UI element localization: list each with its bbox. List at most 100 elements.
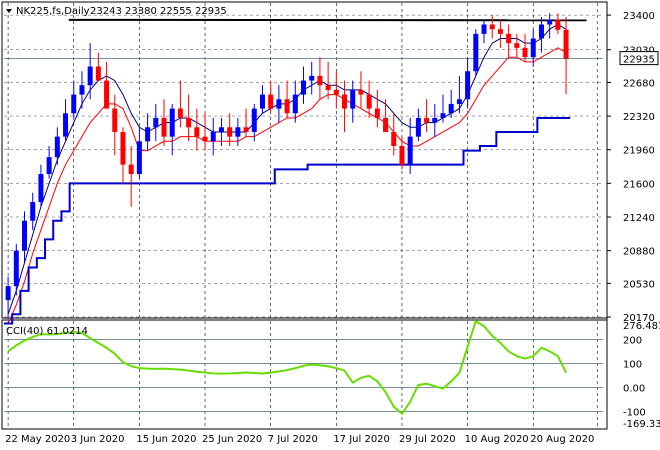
candle-body <box>30 202 36 221</box>
candle-body <box>342 94 348 109</box>
candle-body <box>161 117 167 137</box>
y-tick-label: 21240 <box>623 213 655 224</box>
support-line <box>4 116 571 325</box>
candle-body <box>243 127 249 132</box>
cci-level-label: 100 <box>623 359 642 370</box>
candle-body <box>259 94 265 109</box>
candle-body <box>440 113 446 118</box>
x-tick-label: 15 Jun 2020 <box>136 434 196 445</box>
candle-body <box>136 141 142 175</box>
candle-body <box>276 99 282 109</box>
candle-body <box>79 85 85 95</box>
cci-plot <box>4 319 603 416</box>
x-tick-label: 22 May 2020 <box>5 434 70 445</box>
candle-body <box>210 131 216 142</box>
candle-body <box>456 99 462 104</box>
candle-body <box>555 19 561 30</box>
x-tick-label: 17 Jul 2020 <box>333 434 390 445</box>
cci-level-label: 200 <box>623 335 642 346</box>
candle-body <box>530 38 536 58</box>
candle-body <box>120 131 126 165</box>
candle-body <box>13 250 19 287</box>
candle-body <box>415 117 421 137</box>
candle-body <box>506 33 512 44</box>
cci-min-label: -169.336 <box>623 419 660 430</box>
candle-body <box>424 117 430 123</box>
candle-body <box>333 89 339 95</box>
y-tick-label: 22680 <box>623 78 655 89</box>
candle-body <box>128 164 134 175</box>
candle-body <box>465 71 471 100</box>
indicator-frame <box>1 319 608 430</box>
candle-body <box>46 157 52 175</box>
candle-body <box>301 80 306 95</box>
candle-body <box>227 127 233 137</box>
candle-body <box>218 127 224 132</box>
candle-body <box>22 220 28 251</box>
cci-level-label: 0.00 <box>623 383 645 394</box>
candle-body <box>63 113 69 137</box>
candle-body <box>514 43 520 48</box>
candle-body <box>251 108 257 132</box>
price-plot <box>4 13 603 325</box>
candle-body <box>358 89 364 95</box>
candle-body <box>112 108 118 132</box>
candle-body <box>87 66 93 86</box>
candle-body <box>448 103 454 114</box>
main-chart-frame <box>1 1 608 319</box>
candle-body <box>5 286 11 301</box>
chart-header: NK225,fs,Daily 23243 23380 22555 22935 <box>6 6 227 17</box>
current-price-label: 22935 <box>623 55 655 66</box>
candle-body <box>95 66 101 81</box>
candle-body <box>71 94 77 114</box>
candle-body <box>186 117 192 128</box>
x-tick-label: 25 Jun 2020 <box>202 434 262 445</box>
candle-body <box>481 24 487 34</box>
current-price-box <box>619 51 659 66</box>
candle-body <box>268 94 274 109</box>
cci-line <box>7 319 567 416</box>
candle-body <box>432 117 438 123</box>
candle-body <box>350 89 356 109</box>
x-tick-label: 10 Aug 2020 <box>465 434 529 445</box>
candle-body <box>522 47 528 58</box>
candle-body <box>104 80 110 109</box>
candle-body <box>145 127 151 142</box>
y-tick-label: 20170 <box>623 313 655 324</box>
candle-body <box>317 75 323 86</box>
cci-label: CCI(40) 61.0214 <box>6 326 88 337</box>
candle-body <box>153 117 159 128</box>
cci-max-label: 276.4817 <box>623 321 660 332</box>
x-tick-label: 7 Jul 2020 <box>268 434 318 445</box>
candle-body <box>169 108 175 137</box>
candle-body <box>407 136 413 165</box>
y-tick-label: 20530 <box>623 279 655 290</box>
candle-body <box>391 131 397 146</box>
candle-body <box>497 29 503 34</box>
axis-labels: 22 May 2020 3 Jun 2020 15 Jun 2020 25 Jun 2… <box>5 11 660 445</box>
candle-body <box>292 94 298 114</box>
candle-body <box>399 145 405 165</box>
y-tick-label: 21960 <box>623 146 655 157</box>
symbol-label: NK225,fs,Daily <box>16 6 90 17</box>
candle-body <box>374 108 380 118</box>
y-tick-label: 20880 <box>623 247 655 258</box>
candle-body <box>366 94 372 109</box>
candle-body <box>54 136 60 158</box>
x-tick-label: 29 Jul 2020 <box>399 434 456 445</box>
candle-body <box>538 24 544 39</box>
candle-body <box>235 127 241 137</box>
candle-body <box>284 99 290 114</box>
candle-body <box>383 117 389 132</box>
candle-body <box>473 33 479 72</box>
y-tick-label: 22320 <box>623 112 655 123</box>
y-tick-label: 21600 <box>623 179 655 190</box>
cci-level-label: -100 <box>623 407 646 418</box>
x-tick-label: 3 Jun 2020 <box>71 434 125 445</box>
candle-body <box>489 24 495 30</box>
y-tick-label: 23400 <box>623 11 655 22</box>
ohlc-readout: 23243 23380 22555 22935 <box>90 6 227 17</box>
dropdown-triangle-icon[interactable] <box>6 9 12 13</box>
candle-body <box>547 19 553 25</box>
